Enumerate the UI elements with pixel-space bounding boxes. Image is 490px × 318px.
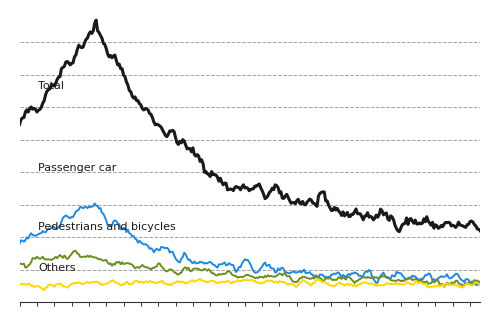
- Text: Total: Total: [38, 81, 64, 92]
- Text: Passenger car: Passenger car: [38, 163, 117, 173]
- Text: Others: Others: [38, 263, 75, 273]
- Text: Pedestrians and bicycles: Pedestrians and bicycles: [38, 222, 176, 232]
